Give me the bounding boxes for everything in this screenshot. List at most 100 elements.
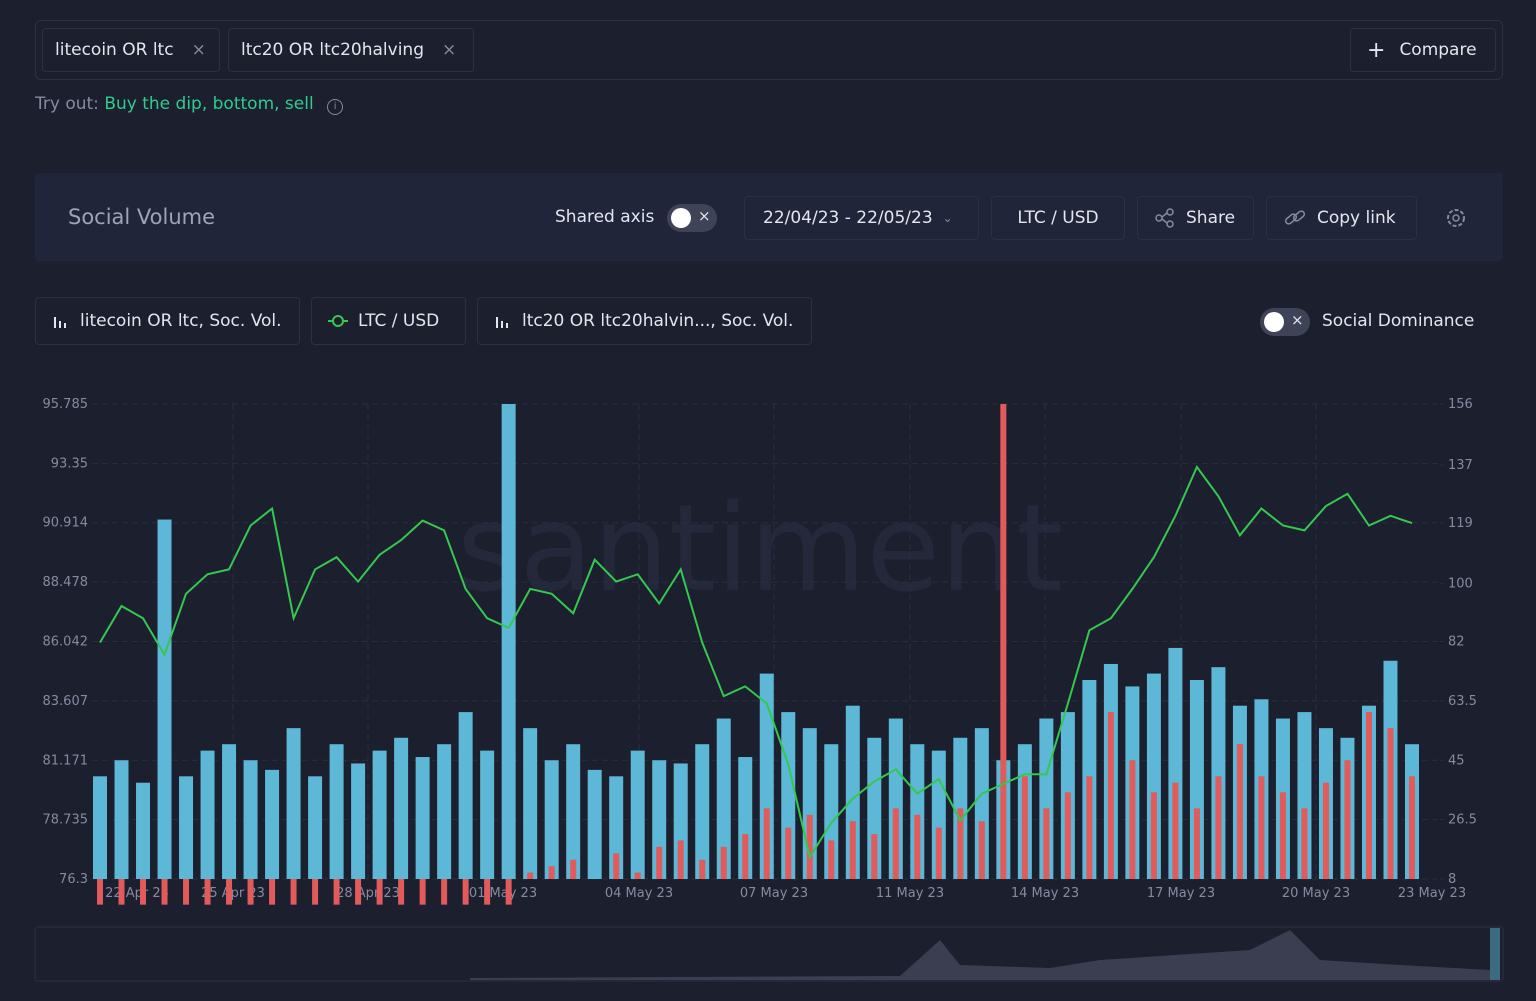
legend-label: ltc20 OR ltc20halvin..., Soc. Vol.: [522, 311, 794, 331]
bar: [200, 750, 215, 879]
y-tick-label: 78.735: [43, 813, 89, 828]
bar: [1344, 760, 1351, 879]
try-link[interactable]: Buy the dip, bottom, sell: [104, 94, 314, 114]
bar: [308, 776, 323, 879]
bar: [609, 776, 624, 879]
x-tick-label: 01 May 23: [469, 886, 537, 901]
search-bar: [35, 20, 1503, 80]
bar: [544, 760, 559, 879]
bar: [247, 879, 254, 905]
info-icon[interactable]: i: [327, 99, 344, 115]
bar: [978, 821, 985, 879]
tag[interactable]: litecoin OR ltc ×: [42, 28, 220, 72]
bar: [1021, 776, 1028, 879]
legend-label: litecoin OR ltc, Soc. Vol.: [80, 311, 282, 331]
link-icon: [1284, 210, 1306, 225]
bar: [677, 840, 684, 879]
button-label: Share: [1186, 208, 1236, 228]
bar: [656, 846, 663, 879]
bar: [785, 827, 792, 879]
bar: [501, 404, 516, 879]
bar: [1189, 680, 1204, 879]
date-picker[interactable]: 22/04/23 - 22/05/23 ⌄: [744, 196, 979, 240]
bar: [527, 872, 534, 879]
bar: [1000, 404, 1007, 879]
bar: [437, 744, 452, 879]
date-label: 22/04/23 - 22/05/23: [763, 208, 933, 228]
y2-tick-label: 82: [1448, 635, 1465, 650]
bar: [265, 769, 280, 879]
bar: [183, 879, 190, 905]
y2-tick-label: 100: [1448, 577, 1473, 592]
bar: [587, 769, 602, 879]
y-tick-label: 86.042: [43, 635, 89, 650]
bar: [161, 879, 168, 905]
x-tick-label: 25 Apr 23: [201, 886, 265, 901]
bar: [97, 879, 103, 905]
bar: [566, 744, 581, 879]
button-label: Compare: [1399, 40, 1477, 60]
bar: [1258, 776, 1265, 879]
bar: [1387, 728, 1394, 879]
minimap-area: [470, 930, 1490, 980]
legend-chip[interactable]: litecoin OR ltc, Soc. Vol.: [35, 297, 300, 345]
bar: [398, 879, 405, 905]
bar: [759, 673, 774, 879]
remove-icon[interactable]: ×: [191, 40, 206, 60]
button-label: LTC / USD: [1017, 208, 1099, 228]
toggle-label: Social Dominance: [1322, 311, 1475, 331]
bar: [716, 718, 731, 879]
tag[interactable]: ltc20 OR ltc20halving ×: [228, 28, 474, 72]
bar: [136, 782, 151, 879]
x-tick-label: 23 May 23: [1398, 886, 1466, 901]
try-out: Try out: Buy the dip, bottom, sell i: [35, 94, 344, 115]
share-button[interactable]: Share: [1137, 196, 1254, 240]
bar: [329, 744, 344, 879]
bar: [333, 879, 340, 905]
bar: [140, 879, 147, 905]
bar: [458, 712, 473, 879]
bar: [867, 737, 882, 879]
bar: [1301, 808, 1308, 879]
y-tick-label: 81.171: [43, 753, 89, 768]
bar: [226, 879, 233, 905]
bar: [114, 760, 129, 879]
toggle[interactable]: ×: [667, 204, 717, 232]
bar: [372, 750, 387, 879]
minimap: [34, 926, 1504, 982]
x-tick-label: 04 May 23: [605, 886, 673, 901]
bar: [394, 737, 409, 879]
bar: [93, 776, 107, 879]
toggle-label: Shared axis: [555, 207, 655, 227]
x-tick-label: 22 Apr 23: [105, 886, 169, 901]
bar: [871, 834, 878, 879]
x-tick-label: 14 May 23: [1011, 886, 1079, 901]
compare-button[interactable]: + Compare: [1350, 28, 1496, 72]
remove-icon[interactable]: ×: [442, 40, 457, 60]
bar: [376, 879, 383, 905]
x-tick-label: 11 May 23: [876, 886, 944, 901]
bar: [222, 744, 237, 879]
bar: [1279, 792, 1286, 879]
bar: [828, 840, 835, 879]
bar: [742, 834, 749, 879]
button-label: Copy link: [1317, 208, 1396, 228]
bar: [974, 728, 989, 879]
bar: [1215, 776, 1222, 879]
bar: [1297, 712, 1312, 879]
legend-label: LTC / USD: [358, 311, 440, 331]
bar: [1086, 776, 1093, 879]
copy-button[interactable]: Copy link: [1266, 196, 1417, 240]
settings-icon[interactable]: [1444, 206, 1468, 230]
bar: [1039, 718, 1054, 879]
legend-chip[interactable]: LTC / USD: [311, 297, 466, 345]
y2-tick-label: 45: [1448, 753, 1465, 768]
try-label: Try out:: [35, 94, 99, 114]
toggle[interactable]: ×: [1260, 308, 1310, 336]
minimap-selection[interactable]: [1490, 928, 1500, 980]
bar: [419, 879, 426, 905]
legend-chip[interactable]: ltc20 OR ltc20halvin..., Soc. Vol.: [477, 297, 812, 345]
bar: [570, 859, 577, 879]
pair-button[interactable]: LTC / USD: [991, 196, 1125, 240]
